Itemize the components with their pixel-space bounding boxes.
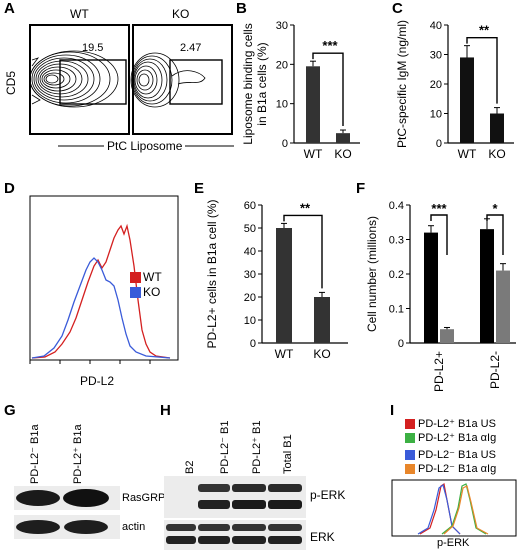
panel-e-category-label: KO (313, 347, 330, 361)
panel-label-h: H (160, 402, 171, 419)
panel-f-ytick-label: 0.2 (389, 269, 404, 281)
ko-histogram-line (31, 257, 171, 359)
panel-i-legend-2: PD-L2⁺ B1a αIg (418, 432, 497, 444)
panel-a-ko-value: 2.47 (180, 42, 202, 54)
panel-label-g: G (4, 402, 16, 419)
panel-e-ytick-label: 60 (244, 200, 256, 212)
panel-h-row-erk: ERK (310, 530, 335, 544)
wt-contour (29, 50, 119, 108)
red-curve (419, 482, 461, 535)
panel-g-row-rasgrp1: RasGRP1 (122, 492, 172, 504)
panel-b-significance-label: *** (322, 38, 338, 53)
panel-i-x-label: p-ERK (437, 537, 470, 549)
panel-f-significance-label: *** (431, 201, 447, 216)
ko-contour (130, 52, 206, 108)
panel-e-significance-label: ** (300, 200, 311, 215)
panel-i-legend-4: PD-L2⁻ B1a αIg (418, 463, 497, 475)
panel-c-y-label: PtC-specific IgM (ng/ml) (395, 20, 409, 148)
blue-curve (417, 483, 461, 535)
panel-d-x-label: PD-L2 (80, 374, 115, 388)
panel-i-legend-3: PD-L2⁻ B1a US (418, 449, 496, 461)
panel-label-a: A (4, 0, 15, 17)
panel-a-wt-label: WT (70, 7, 89, 21)
panel-c-category-label: WT (458, 147, 477, 161)
panel-e-bar (276, 228, 292, 343)
panel-label-i: I (390, 402, 395, 419)
panel-b-bar (306, 66, 320, 143)
panel-a-ko-label: KO (172, 7, 190, 21)
green-curve (441, 483, 487, 535)
panel-e-ytick-label: 10 (244, 315, 256, 327)
panel-e-ytick-label: 0 (250, 338, 256, 350)
panel-e-ytick-label: 50 (244, 223, 256, 235)
panel-e-significance-bracket (283, 214, 323, 289)
panel-label-c: C (392, 0, 403, 17)
panel-b-category-label: KO (334, 147, 351, 161)
panel-b-ytick-label: 20 (276, 59, 288, 71)
panel-label-f: F (356, 180, 366, 197)
panel-f-ytick-label: 0.4 (389, 200, 404, 212)
panel-b-y-label: Liposome binding cells (241, 23, 255, 144)
panel-c-ytick-label: 30 (430, 50, 442, 62)
panel-f-category-label: PD-L2- (488, 351, 502, 389)
panel-e-bar (314, 297, 330, 343)
panel-label-e: E (194, 180, 205, 197)
panel-c-ytick-label: 0 (436, 138, 442, 150)
panel-f-bar (440, 329, 454, 343)
panel-c-significance-bracket (466, 36, 498, 104)
panel-e-y-label: PD-L2+ cells in B1a cell (%) (205, 199, 219, 348)
panel-a-x-label: PtC Liposome (104, 139, 186, 153)
orange-curve (443, 485, 489, 535)
panel-c-ytick-label: 40 (430, 20, 442, 32)
panel-f-category-label: PD-L2+ (432, 351, 446, 392)
wt-histogram-line (31, 223, 171, 359)
legend-wt-label: WT (143, 270, 162, 284)
panel-b-y-label: in B1a cells (%) (255, 42, 269, 125)
panel-f-y-label: Cell number (millions) (365, 216, 379, 332)
panel-f-bar (480, 229, 494, 343)
panel-b-bar (336, 133, 350, 143)
panel-f-significance-label: * (492, 201, 498, 216)
panel-b-ytick-label: 0 (282, 138, 288, 150)
panel-e-ytick-label: 20 (244, 292, 256, 304)
panel-f-bar (424, 232, 438, 343)
panel-c-bar (490, 113, 504, 143)
panel-c-ytick-label: 20 (430, 79, 442, 91)
panel-label-b: B (236, 0, 247, 17)
panel-f-significance-bracket (486, 214, 504, 255)
panel-e-category-label: WT (275, 347, 294, 361)
panel-e-ytick-label: 30 (244, 269, 256, 281)
panel-a-wt-value: 19.5 (82, 42, 104, 54)
panel-e-ytick-label: 40 (244, 246, 256, 258)
panel-f-bar (496, 270, 510, 343)
panel-g-row-actin: actin (122, 521, 146, 533)
panel-f-ytick-label: 0.1 (389, 304, 404, 316)
panel-b-category-label: WT (304, 147, 323, 161)
panel-b-ytick-label: 10 (276, 99, 288, 111)
panel-c-category-label: KO (488, 147, 505, 161)
panel-i-legend-1: PD-L2⁺ B1a US (418, 418, 496, 430)
panel-b-significance-bracket (312, 52, 344, 127)
panel-c-ytick-label: 10 (430, 109, 442, 121)
panel-f-ytick-label: 0.3 (389, 235, 404, 247)
legend-ko-label: KO (143, 285, 161, 299)
panel-b-ytick-label: 30 (276, 20, 288, 32)
panel-label-d: D (4, 180, 15, 197)
panel-f-significance-bracket (430, 214, 448, 255)
panel-c-bar (460, 57, 474, 144)
panel-c-significance-label: ** (479, 23, 490, 38)
panel-h-row-perk: p-ERK (310, 488, 346, 502)
panel-f-ytick-label: 0 (398, 338, 404, 350)
